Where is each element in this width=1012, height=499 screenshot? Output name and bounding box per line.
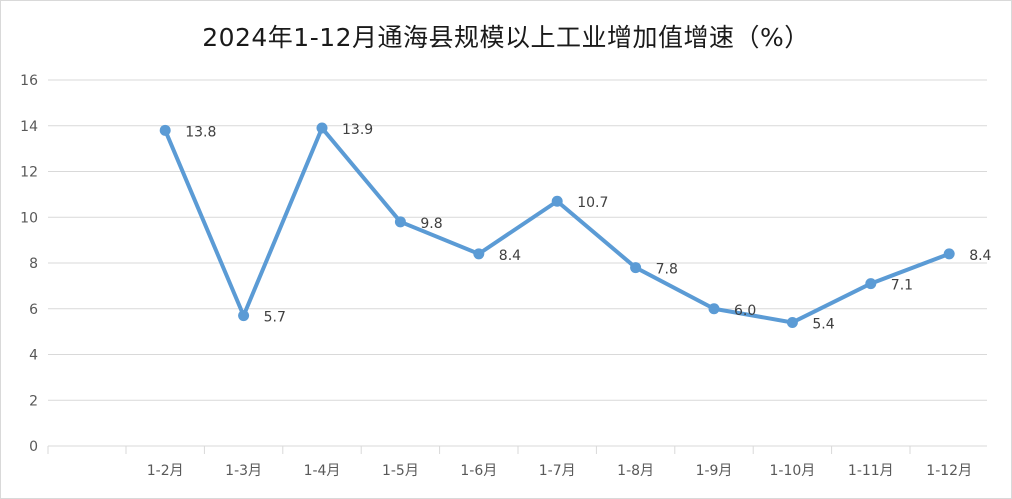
x-axis-ticks: 1-2月 1-3月 1-4月 1-5月 1-6月 1-7月 1-8月 1-9月 1-10月 1-1… (147, 463, 972, 479)
data-label: 8.4 (499, 248, 521, 264)
gridlines (48, 79, 987, 447)
data-label: 6.0 (734, 303, 756, 319)
data-label: 13.9 (342, 122, 373, 138)
data-point (865, 278, 877, 290)
data-labels: 13.8 5.7 13.9 9.8 8.4 10.7 7.8 6.0 5.4 7.1 8.4 (185, 122, 991, 332)
data-label: 10.7 (577, 195, 608, 211)
y-tick-label: 2 (29, 393, 38, 409)
chart-title: 2024年1-12月通海县规模以上工业增加值增速（%） (202, 23, 810, 52)
y-tick-label: 12 (20, 165, 38, 181)
data-label: 8.4 (969, 248, 991, 264)
data-points (159, 122, 955, 328)
x-tick-label: 1-11月 (848, 463, 894, 479)
x-tick-label: 1-5月 (382, 463, 419, 479)
data-point (708, 303, 720, 315)
x-tick-label: 1-7月 (539, 463, 576, 479)
data-label: 5.4 (812, 316, 834, 332)
data-point (943, 248, 955, 260)
data-point (551, 195, 563, 207)
y-axis-ticks: 0 2 4 6 8 10 12 14 16 (20, 73, 38, 455)
data-label: 5.7 (264, 310, 286, 326)
data-point (630, 262, 642, 274)
data-label: 9.8 (420, 216, 442, 232)
y-tick-label: 16 (20, 73, 38, 89)
x-tick-label: 1-10月 (770, 463, 816, 479)
series-polyline (163, 126, 952, 325)
y-tick-label: 6 (29, 302, 38, 318)
y-tick-label: 8 (29, 256, 38, 272)
data-point (238, 310, 250, 322)
data-label: 7.1 (891, 278, 913, 294)
y-tick-label: 10 (20, 210, 38, 226)
x-tick-label: 1-12月 (926, 463, 972, 479)
data-point (394, 216, 406, 228)
x-tick-label: 1-9月 (696, 463, 733, 479)
data-point (316, 122, 328, 134)
x-tick-label: 1-3月 (225, 463, 262, 479)
x-tick-label: 1-2月 (147, 463, 184, 479)
x-tick-label: 1-8月 (617, 463, 654, 479)
data-point (159, 124, 171, 136)
data-point (786, 316, 798, 328)
data-label: 13.8 (185, 124, 216, 140)
y-tick-label: 0 (29, 439, 38, 455)
data-label: 7.8 (656, 262, 678, 278)
y-tick-label: 14 (20, 119, 38, 135)
y-tick-label: 4 (29, 348, 38, 364)
data-point (473, 248, 485, 260)
x-tick-label: 1-6月 (460, 463, 497, 479)
series-line (163, 126, 952, 325)
x-axis (47, 446, 911, 454)
x-tick-label: 1-4月 (304, 463, 341, 479)
